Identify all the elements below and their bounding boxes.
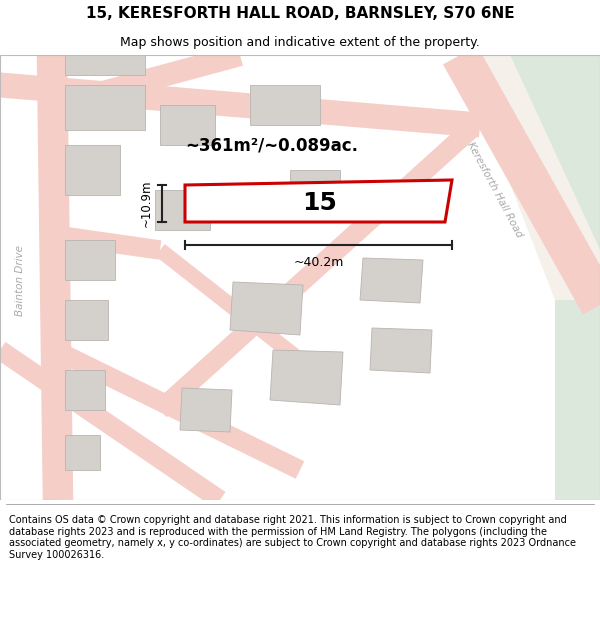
Polygon shape bbox=[160, 105, 215, 145]
Polygon shape bbox=[290, 170, 340, 210]
Polygon shape bbox=[65, 300, 108, 340]
Polygon shape bbox=[180, 388, 232, 432]
Polygon shape bbox=[65, 85, 145, 130]
Polygon shape bbox=[155, 190, 210, 230]
Polygon shape bbox=[460, 55, 600, 300]
Text: 15: 15 bbox=[302, 191, 337, 216]
Text: Bainton Drive: Bainton Drive bbox=[15, 244, 25, 316]
Polygon shape bbox=[65, 370, 105, 410]
Polygon shape bbox=[250, 85, 320, 125]
Text: ~40.2m: ~40.2m bbox=[293, 256, 344, 269]
Polygon shape bbox=[370, 328, 432, 373]
Polygon shape bbox=[555, 300, 600, 500]
Polygon shape bbox=[270, 350, 343, 405]
Text: Map shows position and indicative extent of the property.: Map shows position and indicative extent… bbox=[120, 36, 480, 49]
Polygon shape bbox=[65, 240, 115, 280]
Text: ~361m²/~0.089ac.: ~361m²/~0.089ac. bbox=[185, 136, 358, 154]
Text: Keresforth Hall Road: Keresforth Hall Road bbox=[466, 141, 524, 239]
Text: ~10.9m: ~10.9m bbox=[139, 180, 152, 228]
Polygon shape bbox=[65, 55, 145, 75]
Polygon shape bbox=[510, 55, 600, 250]
Text: 15, KERESFORTH HALL ROAD, BARNSLEY, S70 6NE: 15, KERESFORTH HALL ROAD, BARNSLEY, S70 … bbox=[86, 6, 514, 21]
Polygon shape bbox=[65, 145, 120, 195]
Polygon shape bbox=[360, 258, 423, 303]
Polygon shape bbox=[230, 282, 303, 335]
Polygon shape bbox=[185, 180, 452, 222]
Text: Contains OS data © Crown copyright and database right 2021. This information is : Contains OS data © Crown copyright and d… bbox=[9, 515, 576, 560]
Polygon shape bbox=[65, 435, 100, 470]
